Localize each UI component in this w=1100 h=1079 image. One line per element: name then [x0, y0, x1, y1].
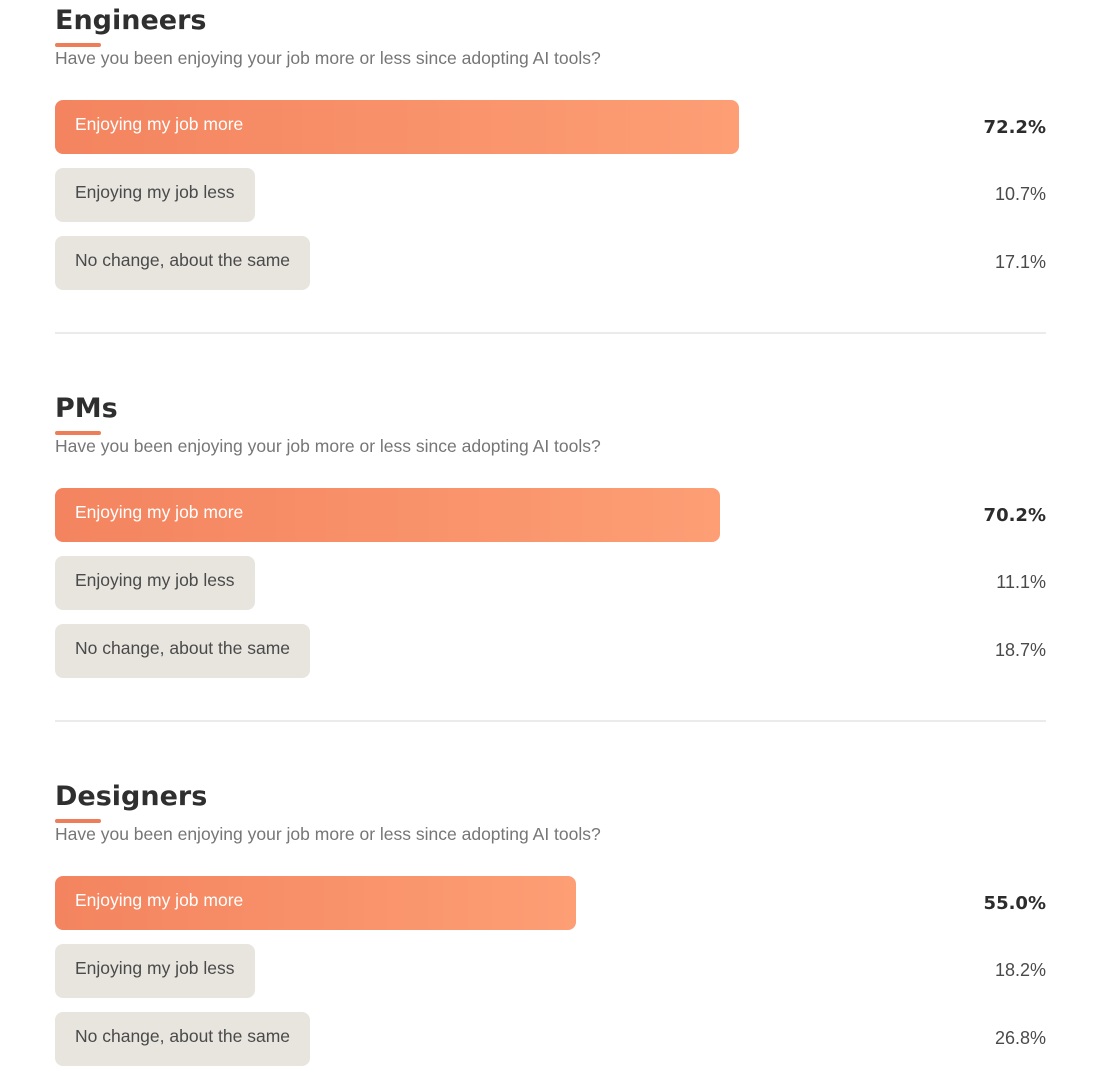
section-title: PMs — [55, 393, 118, 424]
title-underline — [55, 819, 101, 823]
chart-section-designers: Designers Have you been enjoying your job… — [55, 776, 1046, 1066]
bar-row: No change, about the same 18.7% — [55, 624, 1046, 678]
data-label: 18.2% — [994, 960, 1046, 980]
bar — [55, 624, 310, 678]
data-label: 72.2% — [983, 117, 1046, 138]
survey-question: Have you been enjoying your job more or … — [55, 436, 601, 456]
data-label: 55.0% — [983, 893, 1046, 914]
bar-highlight — [55, 488, 721, 542]
data-label: 70.2% — [983, 505, 1046, 526]
bar-row: Enjoying my job more 70.2% — [55, 488, 1046, 542]
section-title: Engineers — [55, 5, 207, 36]
category-label: Enjoying my job more — [75, 890, 244, 910]
category-label: No change, about the same — [75, 1026, 291, 1046]
category-label: Enjoying my job more — [75, 502, 244, 522]
title-underline — [55, 43, 101, 47]
survey-question: Have you been enjoying your job more or … — [55, 824, 601, 844]
bar-row: Enjoying my job less 10.7% — [55, 168, 1046, 222]
section-title: Designers — [55, 781, 208, 812]
bar-row: No change, about the same 26.8% — [55, 1012, 1046, 1066]
bar — [55, 556, 255, 610]
bar — [55, 236, 310, 290]
bar-row: Enjoying my job less 11.1% — [55, 556, 1046, 610]
bar — [55, 168, 255, 222]
category-label: Enjoying my job less — [75, 570, 235, 590]
data-label: 11.1% — [996, 572, 1046, 592]
data-label: 26.8% — [994, 1028, 1046, 1048]
survey-question: Have you been enjoying your job more or … — [55, 48, 601, 68]
section-divider — [55, 332, 1046, 334]
bar-row: No change, about the same 17.1% — [55, 236, 1046, 290]
data-label: 17.1% — [994, 252, 1046, 272]
bar — [55, 944, 255, 998]
bar-row: Enjoying my job more 72.2% — [55, 100, 1046, 154]
category-label: Enjoying my job less — [75, 182, 235, 202]
bar-highlight — [55, 876, 577, 930]
data-label: 18.7% — [994, 640, 1046, 660]
category-label: No change, about the same — [75, 250, 291, 270]
category-label: Enjoying my job less — [75, 958, 235, 978]
section-divider — [55, 720, 1046, 722]
bar-row: Enjoying my job more 55.0% — [55, 876, 1046, 930]
title-underline — [55, 431, 101, 435]
chart-section-engineers: Engineers Have you been enjoying your job… — [55, 0, 1046, 290]
bar-row: Enjoying my job less 18.2% — [55, 944, 1046, 998]
category-label: Enjoying my job more — [75, 114, 244, 134]
bar-highlight — [55, 100, 740, 154]
chart-section-pms: PMs Have you been enjoying your job more … — [55, 388, 1046, 678]
category-label: No change, about the same — [75, 638, 291, 658]
bar — [55, 1012, 310, 1066]
data-label: 10.7% — [994, 184, 1046, 204]
